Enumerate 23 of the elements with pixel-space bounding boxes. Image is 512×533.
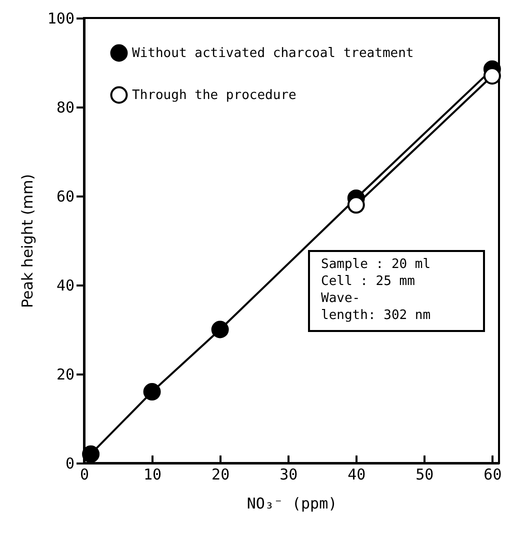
point <box>483 67 501 85</box>
y-tick-label: 100 <box>47 10 74 28</box>
legend-label: Without activated charcoal treatment <box>132 46 414 61</box>
x-tick-label: 10 <box>144 466 162 484</box>
x-tick-label: 50 <box>416 466 434 484</box>
x-tick-label: 20 <box>212 466 230 484</box>
x-tick-label: 40 <box>348 466 366 484</box>
point <box>82 445 100 463</box>
legend-label: Through the procedure <box>132 88 297 103</box>
y-tick-label: 20 <box>56 366 74 384</box>
x-axis-title: NO₃⁻ (ppm) <box>246 494 338 512</box>
y-tick-label: 60 <box>56 188 74 206</box>
y-axis-title: Peak height (mm) <box>18 174 36 308</box>
x-tick-label: 30 <box>280 466 298 484</box>
y-tick-label: 0 <box>65 454 74 472</box>
y-tick-label: 80 <box>56 98 74 116</box>
annotation: Sample : 20 ml Cell : 25 mm Wave- length: 302 nm <box>321 257 431 323</box>
point <box>347 196 365 214</box>
point <box>143 383 161 401</box>
x-tick-label: 0 <box>80 466 90 484</box>
y-tick-label: 40 <box>56 276 74 294</box>
x-tick-label: 60 <box>484 466 502 484</box>
point <box>211 320 229 338</box>
